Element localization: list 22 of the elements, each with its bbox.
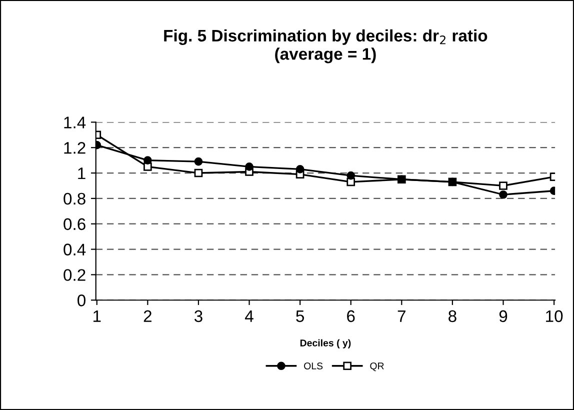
y-tick-label: 0.8: [64, 192, 86, 205]
y-tick-label: 1.2: [64, 142, 86, 154]
y-tick-label: 1: [78, 168, 86, 180]
x-axis-title: Deciles ( y): [300, 339, 351, 348]
x-tick-label: 2: [144, 310, 152, 322]
x-tick-label: 8: [448, 310, 456, 322]
x-tick-label: 3: [194, 310, 202, 322]
y-tick-label: 0.6: [64, 218, 86, 230]
x-tick-label: 6: [347, 310, 355, 322]
x-tick-label: 10: [546, 310, 563, 322]
legend-label: OLS: [304, 362, 323, 370]
y-tick-label: 0.4: [64, 244, 86, 256]
y-tick-label: 0: [78, 294, 86, 306]
legend-label: QR: [370, 362, 384, 372]
x-tick-label: 7: [398, 310, 406, 322]
chart-title: Fig. 5 Discrimination by deciles: dr$_{2}$ ratio (average = 1): [164, 29, 488, 64]
y-tick-label: 0.2: [64, 269, 86, 281]
x-tick-label: 1: [94, 310, 101, 322]
x-tick-label: 9: [499, 310, 508, 322]
x-tick-label: 4: [245, 310, 254, 322]
x-tick-label: 5: [296, 310, 304, 322]
y-tick-label: 1.4: [64, 116, 86, 128]
